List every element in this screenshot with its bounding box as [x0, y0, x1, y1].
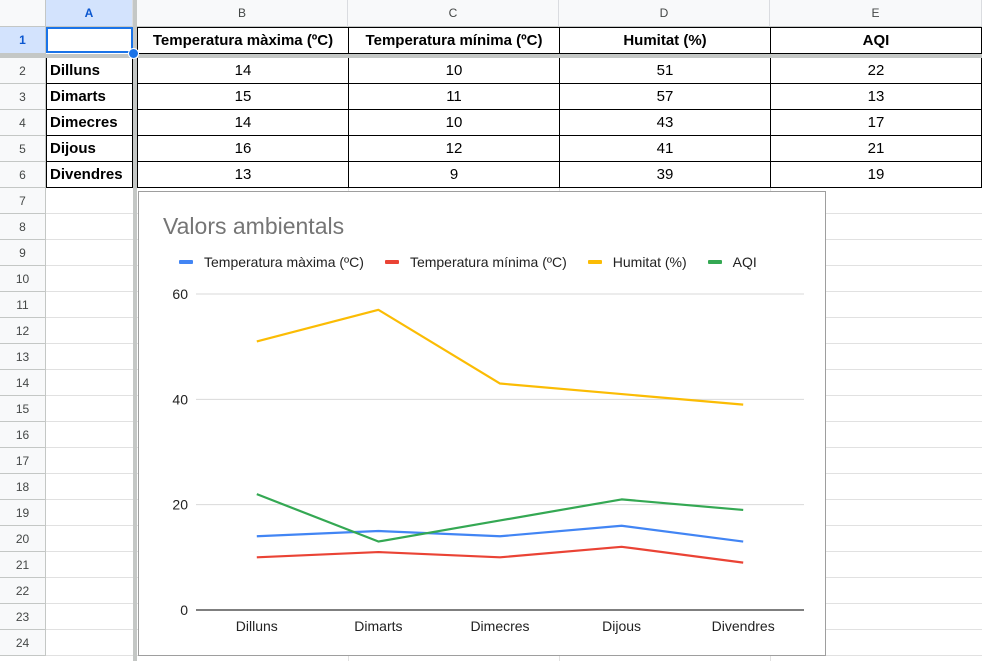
- legend-swatch-icon: [179, 260, 193, 264]
- series-line-0[interactable]: [256, 524, 744, 543]
- data-cell[interactable]: 14: [137, 109, 349, 136]
- chart-plot-area: 0 20 40 60 Dilluns Dimarts Dimecres Dijous Diven…: [172, 286, 804, 634]
- header-cell-c1[interactable]: Temperatura mínima (ºC): [348, 27, 560, 54]
- y-tick-label: 20: [172, 497, 188, 513]
- row-header-15[interactable]: 15: [0, 396, 46, 422]
- x-tick-label: Dilluns: [236, 618, 278, 634]
- data-cell[interactable]: 10: [348, 109, 560, 136]
- legend-label: Temperatura mínima (ºC): [409, 254, 567, 270]
- row-header-3[interactable]: 3: [0, 84, 46, 110]
- x-tick-label: Divendres: [712, 618, 775, 634]
- line-chart[interactable]: Valors ambientals Temperatura màxima (ºC…: [138, 191, 826, 656]
- y-tick-label: 60: [172, 286, 188, 302]
- y-tick-label: 0: [180, 602, 188, 618]
- data-cell[interactable]: 13: [770, 83, 982, 110]
- header-cell-d1[interactable]: Humitat (%): [559, 27, 771, 54]
- data-cell[interactable]: 41: [559, 135, 771, 162]
- data-cell[interactable]: 9: [348, 161, 560, 188]
- row-label-cell[interactable]: Dilluns: [46, 57, 133, 84]
- row-header-23[interactable]: 23: [0, 604, 46, 630]
- data-cell[interactable]: 14: [137, 57, 349, 84]
- frozen-column-divider[interactable]: [133, 0, 137, 661]
- legend-item-max-temp: Temperatura màxima (ºC): [179, 254, 364, 270]
- column-header-c[interactable]: C: [348, 0, 559, 27]
- data-cell[interactable]: 11: [348, 83, 560, 110]
- row-header-20[interactable]: 20: [0, 526, 46, 552]
- x-tick-label: Dijous: [602, 618, 641, 634]
- legend-label: Temperatura màxima (ºC): [204, 254, 364, 270]
- data-cell[interactable]: 10: [348, 57, 560, 84]
- row-header-4[interactable]: 4: [0, 110, 46, 136]
- header-cell-b1[interactable]: Temperatura màxima (ºC): [137, 27, 349, 54]
- row-header-13[interactable]: 13: [0, 344, 46, 370]
- row-header-5[interactable]: 5: [0, 136, 46, 162]
- series-line-3[interactable]: [256, 493, 744, 543]
- column-header-a[interactable]: A: [46, 0, 133, 27]
- data-cell[interactable]: 39: [559, 161, 771, 188]
- row-label-cell[interactable]: Dimecres: [46, 109, 133, 136]
- legend-swatch-icon: [384, 260, 399, 264]
- row-label-cell[interactable]: Dimarts: [46, 83, 133, 110]
- row-header-2[interactable]: 2: [0, 58, 46, 84]
- data-cell[interactable]: 19: [770, 161, 982, 188]
- data-cell[interactable]: 43: [559, 109, 771, 136]
- legend-item-humidity: Humitat (%): [587, 254, 687, 270]
- x-tick-label: Dimarts: [354, 618, 402, 634]
- legend-item-aqi: AQI: [707, 254, 757, 270]
- legend-label: AQI: [732, 254, 757, 270]
- row-header-24[interactable]: 24: [0, 630, 46, 656]
- data-cell[interactable]: 12: [348, 135, 560, 162]
- data-cell[interactable]: 51: [559, 57, 771, 84]
- row-label-cell[interactable]: Dijous: [46, 135, 133, 162]
- header-cell-e1[interactable]: AQI: [770, 27, 982, 54]
- data-cell[interactable]: 57: [559, 83, 771, 110]
- data-cell[interactable]: 16: [137, 135, 349, 162]
- data-cell[interactable]: 22: [770, 57, 982, 84]
- row-header-10[interactable]: 10: [0, 266, 46, 292]
- row-header-12[interactable]: 12: [0, 318, 46, 344]
- data-cell[interactable]: 21: [770, 135, 982, 162]
- series-line-2[interactable]: [256, 308, 744, 406]
- chart-legend: Temperatura màxima (ºC) Temperatura míni…: [179, 254, 778, 270]
- legend-label: Humitat (%): [612, 254, 687, 270]
- row-header-17[interactable]: 17: [0, 448, 46, 474]
- selected-cell-outline: [46, 27, 133, 53]
- y-tick-label: 40: [172, 391, 188, 407]
- legend-swatch-icon: [707, 260, 722, 264]
- chart-title: Valors ambientals: [163, 213, 345, 239]
- legend-swatch-icon: [587, 260, 602, 264]
- row-header-21[interactable]: 21: [0, 552, 46, 578]
- row-header-1[interactable]: 1: [0, 27, 46, 54]
- column-header-b[interactable]: B: [137, 0, 348, 27]
- row-header-6[interactable]: 6: [0, 162, 46, 188]
- frozen-row-divider[interactable]: [0, 54, 982, 58]
- row-header-9[interactable]: 9: [0, 240, 46, 266]
- select-all-corner[interactable]: [0, 0, 46, 27]
- legend-item-min-temp: Temperatura mínima (ºC): [384, 254, 567, 270]
- column-header-d[interactable]: D: [559, 0, 770, 27]
- row-header-22[interactable]: 22: [0, 578, 46, 604]
- row-header-18[interactable]: 18: [0, 474, 46, 500]
- data-cell[interactable]: 15: [137, 83, 349, 110]
- row-header-14[interactable]: 14: [0, 370, 46, 396]
- fill-handle[interactable]: [128, 48, 139, 59]
- row-header-7[interactable]: 7: [0, 188, 46, 214]
- row-header-8[interactable]: 8: [0, 214, 46, 240]
- row-label-cell[interactable]: Divendres: [46, 161, 133, 188]
- series-line-1[interactable]: [256, 545, 744, 564]
- x-tick-label: Dimecres: [470, 618, 529, 634]
- data-cell[interactable]: 17: [770, 109, 982, 136]
- row-header-16[interactable]: 16: [0, 422, 46, 448]
- column-header-e[interactable]: E: [770, 0, 982, 27]
- data-cell[interactable]: 13: [137, 161, 349, 188]
- row-header-11[interactable]: 11: [0, 292, 46, 318]
- row-header-19[interactable]: 19: [0, 500, 46, 526]
